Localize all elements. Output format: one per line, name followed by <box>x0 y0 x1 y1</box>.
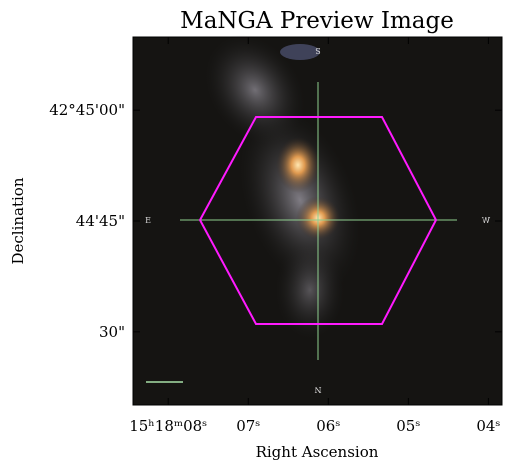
compass-label: E <box>145 216 151 225</box>
chart-title: MaNGA Preview Image <box>180 8 454 34</box>
ifu-footprint <box>198 116 438 325</box>
y-axis-label: Declination <box>9 177 27 264</box>
x-tick-label: 04ˢ <box>476 417 500 435</box>
compass-label: N <box>315 385 322 394</box>
y-tick-label: 42°45'00" <box>49 101 125 119</box>
x-tick-label: 07ˢ <box>236 417 260 435</box>
x-tick-label: 05ˢ <box>396 417 420 435</box>
compass-label: W <box>481 216 490 225</box>
x-tick-label: 15ʰ18ᵐ08ˢ <box>129 417 207 435</box>
y-tick-label: 30" <box>99 323 125 341</box>
x-axis-label: Right Ascension <box>256 443 379 461</box>
crosshair <box>180 82 457 360</box>
y-tick-label: 44'45" <box>76 212 125 230</box>
compass-label: S <box>315 46 320 55</box>
x-tick-label: 06ˢ <box>316 417 340 435</box>
